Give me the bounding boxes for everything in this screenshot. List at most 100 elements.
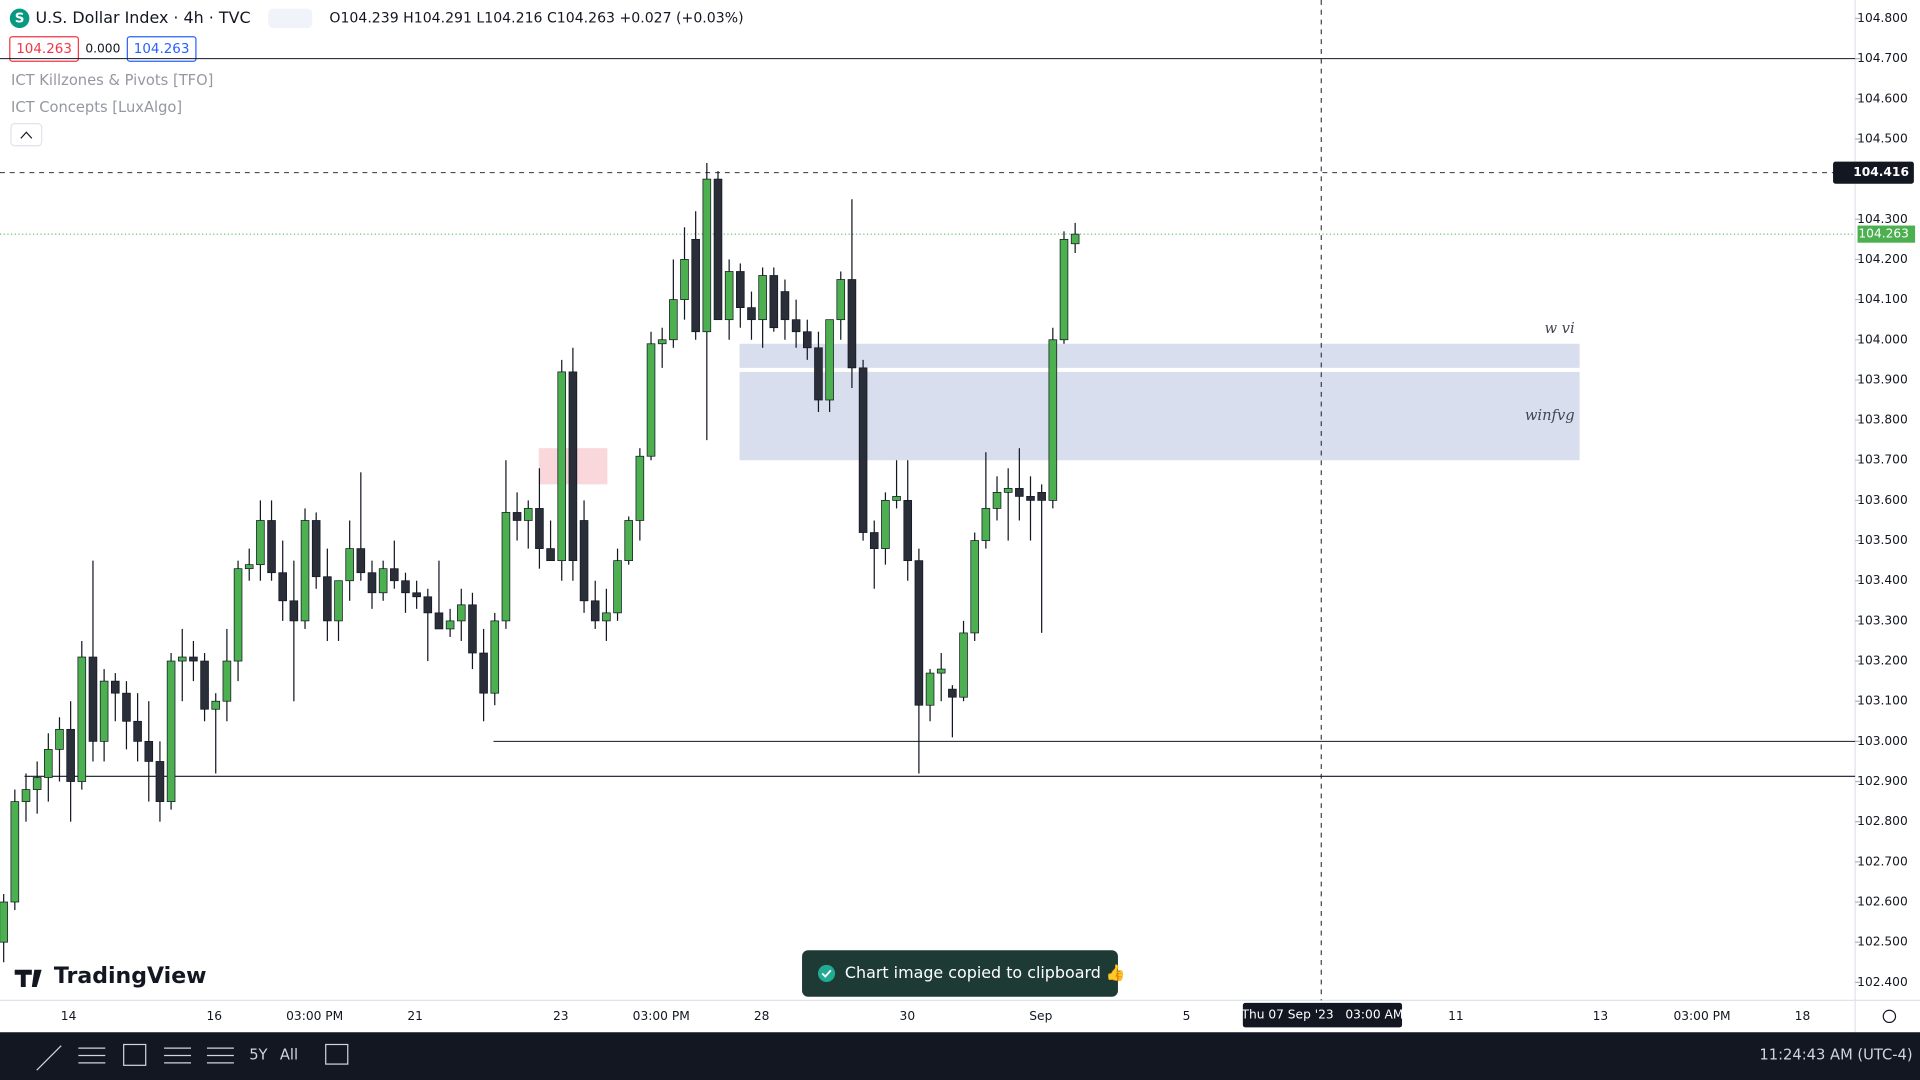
candle-body bbox=[345, 548, 354, 582]
range-button[interactable]: 5Y bbox=[249, 1047, 267, 1064]
candle-body bbox=[501, 512, 511, 622]
candle-body bbox=[200, 660, 209, 710]
candle-body bbox=[334, 580, 343, 622]
candle-body bbox=[468, 604, 477, 654]
collapse-button[interactable] bbox=[10, 123, 43, 147]
candle-body bbox=[825, 319, 834, 401]
y-tick-label: 103.500 bbox=[1857, 533, 1908, 547]
y-tick-label: 103.700 bbox=[1857, 453, 1908, 467]
crosshair-price: 104.416 bbox=[1853, 165, 1909, 179]
pattern-tool[interactable] bbox=[164, 1047, 192, 1064]
status-pill[interactable] bbox=[268, 8, 313, 29]
candle-body bbox=[55, 728, 64, 750]
fib-tool[interactable] bbox=[78, 1047, 106, 1064]
candle-body bbox=[981, 508, 991, 541]
goto-date[interactable] bbox=[325, 1043, 349, 1065]
toast bbox=[802, 950, 1118, 997]
candle-body bbox=[189, 656, 198, 662]
candle-body bbox=[1015, 487, 1024, 497]
y-tick-label: 104.100 bbox=[1857, 292, 1908, 306]
candle-body bbox=[278, 572, 287, 602]
y-tick-label: 102.900 bbox=[1857, 774, 1908, 788]
candle-body bbox=[590, 600, 600, 622]
y-tick-label: 104.200 bbox=[1857, 252, 1908, 266]
candle-body bbox=[869, 532, 879, 549]
candle-body bbox=[724, 271, 734, 321]
candle-body bbox=[1059, 238, 1069, 341]
sell-button[interactable] bbox=[9, 36, 79, 62]
x-tick-label: Sep bbox=[1029, 1009, 1052, 1023]
x-tick-label: 21 bbox=[407, 1009, 423, 1023]
candle-body bbox=[780, 291, 790, 321]
candle-body bbox=[390, 568, 399, 582]
candle-body bbox=[1070, 233, 1080, 245]
buy-price: 104.263 bbox=[134, 42, 190, 57]
candle-body bbox=[233, 568, 243, 662]
x-tick-label: 13 bbox=[1593, 1009, 1609, 1023]
x-tick-label: 18 bbox=[1795, 1009, 1811, 1023]
candle-body bbox=[535, 508, 544, 549]
candle-body bbox=[267, 520, 276, 574]
range-button[interactable]: All bbox=[280, 1047, 298, 1064]
crosshair-time-box bbox=[1242, 1002, 1403, 1028]
toast-text: Chart image copied to clipboard 👍 bbox=[845, 963, 1126, 982]
indicator[interactable]: ICT Concepts [LuxAlgo] bbox=[11, 99, 182, 116]
candle-body bbox=[579, 520, 589, 602]
y-tick-label: 104.000 bbox=[1857, 332, 1908, 346]
last-price: 104.263 bbox=[1858, 227, 1909, 241]
brand-logo bbox=[14, 969, 42, 987]
toast-check bbox=[821, 969, 832, 978]
candle-body bbox=[669, 299, 678, 341]
indicator[interactable]: ICT Killzones & Pivots [TFO] bbox=[11, 72, 213, 89]
candle-body bbox=[256, 520, 265, 566]
candle-body bbox=[1048, 339, 1058, 501]
candle-body bbox=[423, 596, 433, 614]
x-tick-label: 11 bbox=[1448, 1009, 1464, 1023]
bottom-toolbar bbox=[0, 1032, 1920, 1080]
last-price-box bbox=[1857, 225, 1916, 243]
y-tick-label: 104.300 bbox=[1857, 212, 1908, 226]
y-tick-label: 103.900 bbox=[1857, 372, 1908, 386]
candle-body bbox=[44, 749, 53, 778]
trend-tool[interactable] bbox=[36, 1045, 62, 1071]
candle-body bbox=[1037, 492, 1046, 501]
candle-body bbox=[847, 279, 857, 369]
candle-body bbox=[1003, 487, 1013, 493]
candle-body bbox=[836, 279, 846, 321]
candle-body bbox=[378, 568, 388, 594]
candle-body bbox=[445, 620, 455, 630]
spread: 0.000 bbox=[85, 41, 120, 55]
candle-body bbox=[948, 688, 957, 698]
x-tick-label: 14 bbox=[61, 1009, 77, 1023]
candle-body bbox=[970, 540, 979, 634]
x-tick-label: 03:00 PM bbox=[633, 1009, 690, 1023]
y-tick-label: 102.500 bbox=[1857, 935, 1908, 949]
x-tick-label: 03:00 PM bbox=[286, 1009, 343, 1023]
candle-body bbox=[21, 789, 31, 802]
logo-letter: S bbox=[15, 11, 25, 26]
brand: TradingView bbox=[54, 964, 207, 989]
candle-body bbox=[32, 777, 42, 790]
y-tick-label: 104.800 bbox=[1857, 11, 1908, 25]
toolbar-icons bbox=[36, 1043, 349, 1071]
candle-body bbox=[1026, 496, 1035, 501]
buy-button[interactable] bbox=[126, 36, 197, 62]
y-tick-label: 104.700 bbox=[1857, 51, 1908, 65]
rect-tool[interactable] bbox=[123, 1043, 147, 1066]
candle-body bbox=[635, 455, 645, 521]
candle-body bbox=[602, 612, 611, 622]
candle-body bbox=[814, 347, 823, 401]
y-tick-label: 103.300 bbox=[1857, 613, 1908, 627]
candle-body bbox=[713, 178, 723, 321]
candle-body bbox=[914, 560, 924, 706]
symbol-title: U.S. Dollar Index · 4h · TVC bbox=[36, 8, 251, 27]
candle-body bbox=[546, 548, 555, 562]
y-tick-label: 103.100 bbox=[1857, 694, 1908, 708]
measure-tool[interactable] bbox=[206, 1047, 234, 1064]
candle-body bbox=[166, 660, 176, 802]
candle-body bbox=[401, 580, 410, 594]
crosshair-time: Thu 07 Sep '23 03:00 AM bbox=[1240, 1008, 1403, 1022]
candle-body bbox=[456, 604, 466, 622]
